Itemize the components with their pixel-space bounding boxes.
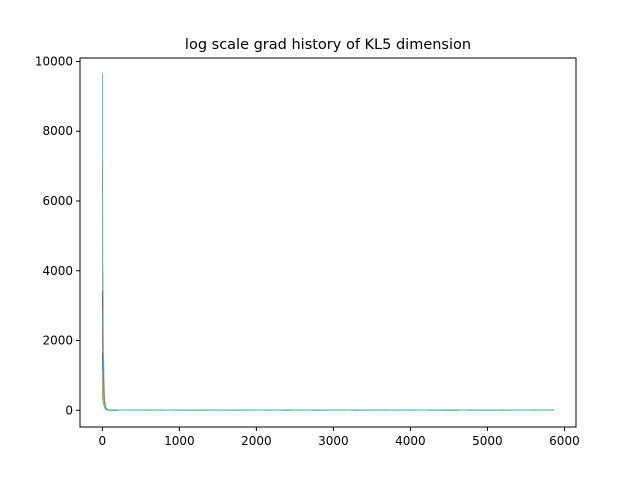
axes-frame	[79, 57, 577, 428]
series-line-10	[102, 73, 555, 411]
x-tick-label: 3000	[318, 434, 349, 448]
y-tick-label: 0	[65, 403, 73, 417]
y-axis: 0 2000 4000 6000 8000 10000	[35, 54, 80, 417]
x-tick-label: 1000	[164, 434, 195, 448]
x-tick-label: 2000	[241, 434, 272, 448]
plot-area	[79, 57, 577, 428]
y-tick-label: 4000	[42, 264, 73, 278]
x-axis: 0 1000 2000 3000 4000 5000 6000	[99, 427, 580, 448]
x-tick-label: 0	[99, 434, 107, 448]
y-tick-label: 2000	[42, 334, 73, 348]
y-tick-label: 10000	[35, 54, 73, 68]
x-tick-label: 5000	[472, 434, 503, 448]
x-tick-label: 4000	[395, 434, 426, 448]
x-tick-label: 6000	[549, 434, 580, 448]
y-tick-label: 8000	[42, 124, 73, 138]
series-group	[101, 73, 555, 411]
y-tick-label: 6000	[42, 194, 73, 208]
chart-title: log scale grad history of KL5 dimension	[185, 37, 471, 53]
